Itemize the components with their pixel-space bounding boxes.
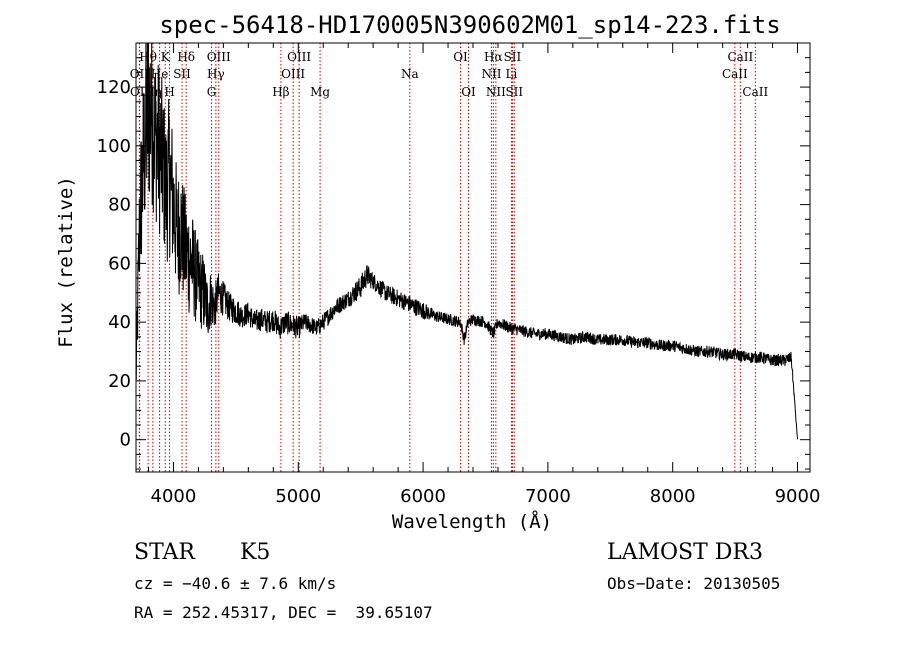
line-label-15: Mg: [310, 85, 330, 99]
line-label-12: Hβ: [272, 85, 289, 99]
y-tick-label-4: 80: [108, 195, 131, 216]
y-axis-label: Flux (relative): [55, 176, 77, 348]
survey-name: LAMOST DR3: [607, 540, 763, 565]
line-label-25: CaII: [722, 67, 748, 81]
line-label-13: OIII: [281, 67, 305, 81]
y-tick-label-0: 0: [120, 430, 131, 451]
x-tick-label-4: 8000: [650, 486, 696, 507]
line-label-16: Na: [401, 67, 419, 81]
line-label-19: Hα: [484, 50, 503, 64]
redshift-cz: cz = −40.6 ± 7.6 km/s: [134, 574, 337, 593]
y-tick-label-5: 100: [97, 136, 131, 157]
spectrum-chart: spec-56418-HD170005N390602M01_sp14-223.f…: [55, 11, 821, 533]
x-tick-label-5: 9000: [775, 486, 821, 507]
x-tick-label-1: 5000: [275, 486, 321, 507]
line-label-26: CaII: [727, 50, 753, 64]
line-label-27: CaII: [742, 85, 768, 99]
line-label-23: SII: [504, 50, 522, 64]
line-label-1: OII: [130, 67, 150, 81]
x-tick-label-3: 7000: [525, 486, 571, 507]
plot-frame: [135, 42, 811, 473]
line-label-9: OIII: [207, 50, 231, 64]
coordinates: RA = 252.45317, DEC = 39.65107: [134, 603, 433, 622]
line-label-18: OI: [461, 85, 476, 99]
line-label-8: Hδ: [177, 50, 195, 64]
y-tick-label-1: 20: [108, 371, 131, 392]
x-tick-label-2: 6000: [400, 486, 446, 507]
observation-date: Obs−Date: 20130505: [607, 574, 781, 593]
line-markers: [138, 43, 756, 472]
line-label-22: Li: [506, 67, 518, 81]
x-tick-label-0: 4000: [151, 486, 197, 507]
line-label-20: NII: [481, 67, 501, 81]
spectrum-line: [135, 42, 798, 440]
line-label-10: Hγ: [207, 67, 225, 81]
line-label-5: K: [161, 50, 171, 64]
line-label-14: OIII: [287, 50, 311, 64]
y-tick-label-3: 60: [108, 253, 131, 274]
line-label-24: SII: [505, 85, 523, 99]
chart-title: spec-56418-HD170005N390602M01_sp14-223.f…: [159, 11, 780, 39]
y-tick-label-2: 40: [108, 312, 131, 333]
spectrum-series: [135, 42, 798, 440]
line-label-17: OI: [453, 50, 468, 64]
line-label-6: SII: [173, 67, 191, 81]
line-label-21: NII: [486, 85, 506, 99]
line-label-7: H: [164, 85, 174, 99]
x-axis-label: Wavelength (Å): [392, 510, 552, 533]
object-class: STAR: [134, 540, 195, 565]
y-tick-label-6: 120: [97, 77, 131, 98]
line-label-11: G: [207, 85, 217, 99]
plot-axes: 4000 5000 6000 7000 8000 9000 0 20 40 60 80 100 120: [97, 42, 821, 507]
object-subclass: K5: [240, 540, 271, 565]
